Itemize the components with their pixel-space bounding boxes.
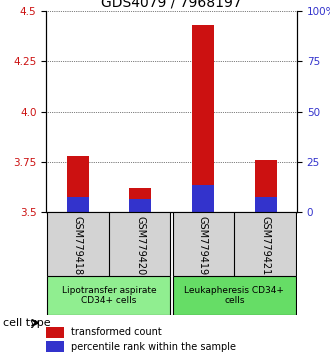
Text: transformed count: transformed count [71,327,162,337]
Bar [255,160,277,212]
Bar [192,185,214,212]
Bar [48,276,170,315]
Bar [255,197,277,212]
Title: GDS4079 / 7968197: GDS4079 / 7968197 [101,0,242,10]
Text: GSM779420: GSM779420 [135,216,145,275]
Text: Leukapheresis CD34+
cells: Leukapheresis CD34+ cells [184,286,284,305]
Bar [67,197,88,212]
Text: GSM779418: GSM779418 [73,216,82,275]
Bar [173,212,296,276]
Text: GSM779421: GSM779421 [261,216,271,275]
Bar [48,212,170,276]
Bar [129,199,151,212]
Bar [46,327,64,338]
Bar [67,156,88,212]
Bar [192,25,214,212]
Text: GSM779419: GSM779419 [198,216,208,275]
Bar [173,276,296,315]
Text: Lipotransfer aspirate
CD34+ cells: Lipotransfer aspirate CD34+ cells [62,286,156,305]
Bar [46,341,64,352]
Bar [129,188,151,212]
Text: cell type: cell type [3,318,51,328]
Text: percentile rank within the sample: percentile rank within the sample [71,342,236,352]
